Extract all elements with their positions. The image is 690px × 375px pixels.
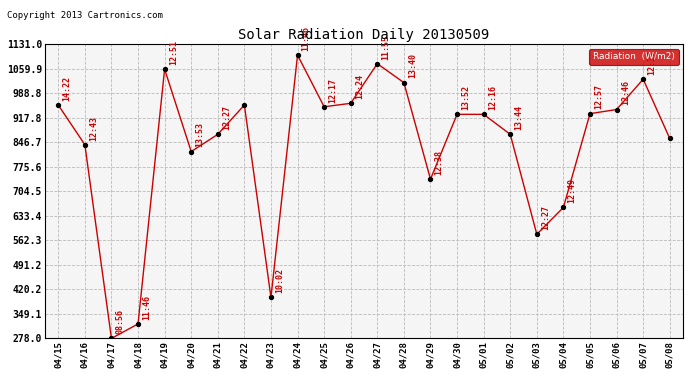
Text: 12:16: 12:16 — [488, 85, 497, 110]
Point — [638, 76, 649, 82]
Point — [239, 102, 250, 108]
Text: 12:27: 12:27 — [541, 205, 550, 230]
Text: 08:56: 08:56 — [116, 309, 125, 334]
Text: 12:57: 12:57 — [594, 84, 603, 109]
Text: 12:49: 12:49 — [568, 178, 577, 203]
Text: 11:46: 11:46 — [142, 295, 151, 320]
Point — [372, 61, 383, 67]
Point — [52, 102, 63, 108]
Point — [425, 176, 436, 182]
Text: 11:55: 11:55 — [382, 34, 391, 60]
Text: 11:46: 11:46 — [302, 26, 310, 51]
Point — [345, 100, 356, 106]
Point — [558, 204, 569, 210]
Point — [319, 104, 330, 110]
Point — [451, 111, 462, 117]
Point — [478, 111, 489, 117]
Point — [186, 148, 197, 154]
Point — [79, 142, 90, 148]
Text: 13:44: 13:44 — [515, 105, 524, 130]
Text: Copyright 2013 Cartronics.com: Copyright 2013 Cartronics.com — [7, 11, 163, 20]
Point — [398, 80, 409, 86]
Point — [266, 294, 277, 300]
Text: 12:43: 12:43 — [89, 116, 98, 141]
Point — [664, 135, 676, 141]
Point — [159, 66, 170, 72]
Text: 13:40: 13:40 — [408, 54, 417, 78]
Text: 12:51: 12:51 — [169, 40, 178, 65]
Text: 13:53: 13:53 — [195, 122, 204, 147]
Text: 10:02: 10:02 — [275, 268, 284, 293]
Text: 13:52: 13:52 — [461, 85, 470, 110]
Legend: Radiation  (W/m2): Radiation (W/m2) — [589, 49, 678, 65]
Text: 12:27: 12:27 — [222, 105, 231, 130]
Text: 12:24: 12:24 — [355, 74, 364, 99]
Point — [584, 111, 595, 117]
Point — [504, 131, 515, 137]
Point — [531, 231, 542, 237]
Point — [213, 131, 224, 137]
Text: 12:37: 12:37 — [647, 50, 656, 75]
Title: Solar Radiation Daily 20130509: Solar Radiation Daily 20130509 — [238, 28, 490, 42]
Point — [106, 335, 117, 341]
Point — [292, 52, 303, 58]
Point — [132, 321, 144, 327]
Text: 12:17: 12:17 — [328, 78, 337, 103]
Text: 12:46: 12:46 — [621, 80, 630, 105]
Text: 14:22: 14:22 — [62, 76, 72, 101]
Point — [611, 106, 622, 112]
Text: 12:38: 12:38 — [435, 150, 444, 175]
